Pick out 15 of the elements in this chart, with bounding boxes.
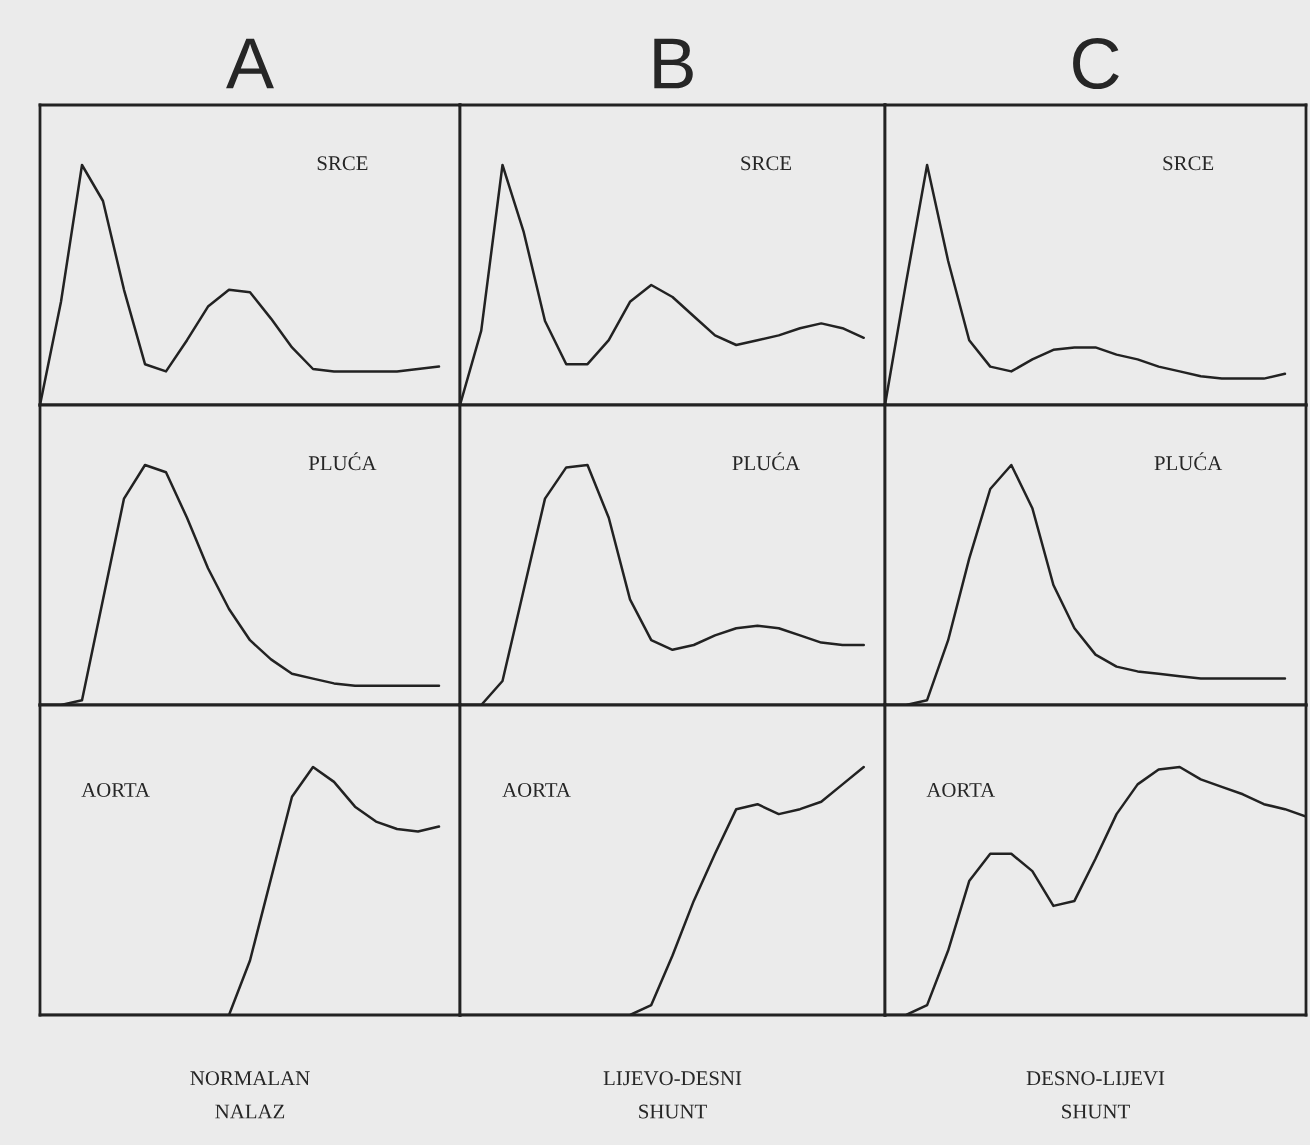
annotation: AORTA xyxy=(926,783,996,798)
annotation: SRCE xyxy=(741,156,792,171)
x-axis-title: LIJEVO-DESNI SHUNT xyxy=(603,1071,742,1119)
annotation: PLUĆA xyxy=(732,452,800,471)
annotation: SRCE xyxy=(317,156,368,171)
chart-title: B xyxy=(654,38,693,89)
annotation: SRCE xyxy=(1163,156,1214,171)
x-axis-title: NORMALAN NALAZ xyxy=(190,1071,310,1119)
chart-title: C xyxy=(1073,37,1119,90)
chart-title: A xyxy=(226,38,274,89)
annotation: AORTA xyxy=(81,783,150,798)
annotation: PLUĆA xyxy=(308,452,377,471)
annotation: AORTA xyxy=(502,783,571,798)
x-axis-title: DESNO-LIJEVI SHUNT xyxy=(1026,1071,1165,1119)
annotation: PLUĆA xyxy=(1154,452,1223,471)
